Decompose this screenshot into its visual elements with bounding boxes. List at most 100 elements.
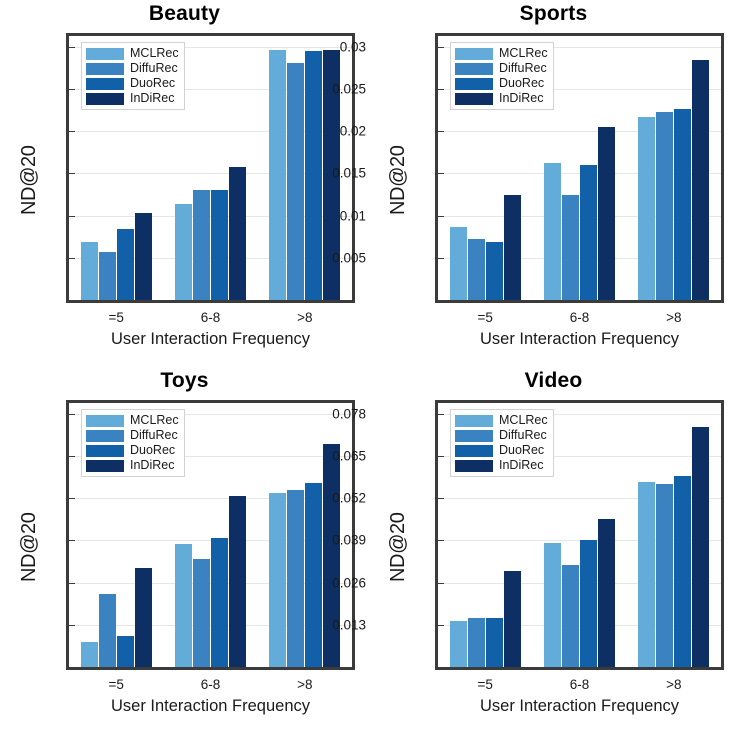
legend-swatch-icon: [86, 459, 124, 472]
y-tick-mark: [69, 257, 75, 259]
legend-label: DiffuRec: [499, 61, 547, 75]
legend-item-duorec[interactable]: DuoRec: [455, 444, 548, 457]
y-tick-mark: [438, 498, 444, 500]
legend-label: MCLRec: [499, 413, 548, 427]
y-tick-label: 0.065: [332, 448, 366, 464]
x-tick-label: =5: [477, 310, 493, 325]
legend-swatch-icon: [455, 444, 493, 457]
y-tick-mark: [69, 88, 75, 90]
legend-item-diffurec[interactable]: DiffuRec: [86, 429, 179, 442]
legend-item-indirec[interactable]: InDiRec: [86, 459, 179, 472]
y-tick-mark: [69, 455, 75, 457]
bar-diffurec-1: [193, 558, 210, 667]
x-tick-label: 6-8: [200, 310, 221, 325]
legend-label: DuoRec: [499, 443, 545, 457]
bar-diffurec-2: [287, 62, 305, 300]
bar-mclrec-2: [269, 493, 287, 667]
x-axis-title: User Interaction Frequency: [110, 330, 310, 348]
x-tick-label: >8: [297, 677, 313, 692]
y-tick-mark: [69, 624, 75, 626]
y-tick-label: 0.03: [339, 39, 366, 55]
y-tick-label: 0.026: [332, 575, 366, 591]
gridline: [438, 173, 721, 175]
gridline: [69, 215, 352, 217]
gridline: [69, 173, 352, 175]
plot-inner: MCLRec DiffuRec DuoRec InDiRec: [69, 403, 352, 667]
plot-area: MCLRec DiffuRec DuoRec InDiRec: [435, 400, 724, 670]
legend-label: InDiRec: [499, 91, 544, 105]
y-tick-label: 0.005: [332, 250, 366, 266]
gridline: [438, 455, 721, 457]
gridline: [438, 89, 721, 91]
x-tick-label: 6-8: [200, 677, 221, 692]
gridline: [69, 131, 352, 133]
chart-legend[interactable]: MCLRec DiffuRec DuoRec InDiRec: [81, 42, 185, 110]
y-tick-mark: [438, 413, 444, 415]
bar-mclrec-0: [449, 227, 467, 300]
bar-duorec-1: [580, 165, 597, 300]
gridline: [438, 131, 721, 133]
y-tick-label: 0.039: [332, 532, 366, 548]
y-axis-title: ND@20: [18, 145, 40, 215]
bar-indirec-1: [598, 127, 615, 300]
gridline: [438, 540, 721, 542]
legend-item-duorec[interactable]: DuoRec: [86, 444, 179, 457]
plot-area: MCLRec DiffuRec DuoRec InDiRec: [66, 33, 355, 303]
legend-label: DuoRec: [130, 443, 176, 457]
gridline: [69, 498, 352, 500]
legend-item-mclrec[interactable]: MCLRec: [455, 414, 548, 427]
bar-duorec-0: [485, 241, 503, 300]
y-tick-label: 0.078: [332, 406, 366, 422]
bar-indirec-0: [134, 568, 152, 667]
x-tick-label: 6-8: [569, 310, 590, 325]
y-tick-mark: [69, 173, 75, 175]
bar-indirec-1: [598, 518, 615, 667]
chart-legend[interactable]: MCLRec DiffuRec DuoRec InDiRec: [450, 409, 554, 477]
bar-indirec-1: [229, 166, 246, 300]
legend-swatch-icon: [455, 459, 493, 472]
y-tick-mark: [69, 498, 75, 500]
legend-swatch-icon: [86, 77, 124, 90]
legend-item-indirec[interactable]: InDiRec: [455, 459, 548, 472]
bar-mclrec-0: [80, 242, 98, 300]
gridline: [438, 215, 721, 217]
legend-item-diffurec[interactable]: DiffuRec: [455, 62, 548, 75]
legend-item-diffurec[interactable]: DiffuRec: [455, 429, 548, 442]
x-axis-title: User Interaction Frequency: [110, 697, 310, 715]
y-tick-mark: [69, 215, 75, 217]
legend-item-duorec[interactable]: DuoRec: [86, 77, 179, 90]
chart-legend[interactable]: MCLRec DiffuRec DuoRec InDiRec: [450, 42, 554, 110]
y-tick-mark: [438, 257, 444, 259]
legend-item-mclrec[interactable]: MCLRec: [455, 47, 548, 60]
bar-mclrec-1: [175, 204, 192, 300]
legend-label: MCLRec: [499, 46, 548, 60]
bar-indirec-2: [323, 49, 341, 300]
legend-item-indirec[interactable]: InDiRec: [86, 92, 179, 105]
bar-duorec-2: [305, 483, 323, 667]
plot-area: MCLRec DiffuRec DuoRec InDiRec: [66, 400, 355, 670]
panel-title: Toys: [160, 369, 209, 392]
legend-item-diffurec[interactable]: DiffuRec: [86, 62, 179, 75]
legend-item-mclrec[interactable]: MCLRec: [86, 47, 179, 60]
bar-duorec-2: [305, 50, 323, 300]
bar-mclrec-0: [80, 641, 98, 667]
chart-legend[interactable]: MCLRec DiffuRec DuoRec InDiRec: [81, 409, 185, 477]
y-tick-mark: [438, 215, 444, 217]
gridline: [69, 257, 352, 259]
bar-diffurec-0: [467, 239, 485, 300]
y-tick-label: 0.01: [339, 208, 366, 224]
y-tick-mark: [69, 413, 75, 415]
bar-diffurec-2: [287, 490, 305, 667]
legend-item-duorec[interactable]: DuoRec: [455, 77, 548, 90]
x-axis-title: User Interaction Frequency: [479, 330, 679, 348]
legend-label: DuoRec: [499, 76, 545, 90]
y-tick-mark: [69, 582, 75, 584]
legend-item-indirec[interactable]: InDiRec: [455, 92, 548, 105]
legend-item-mclrec[interactable]: MCLRec: [86, 414, 179, 427]
plot-inner: MCLRec DiffuRec DuoRec InDiRec: [438, 36, 721, 300]
y-tick-label: 0.02: [339, 123, 366, 139]
panel-title: Video: [524, 369, 583, 392]
bars-layer: [69, 36, 352, 300]
bar-diffurec-2: [656, 483, 674, 667]
